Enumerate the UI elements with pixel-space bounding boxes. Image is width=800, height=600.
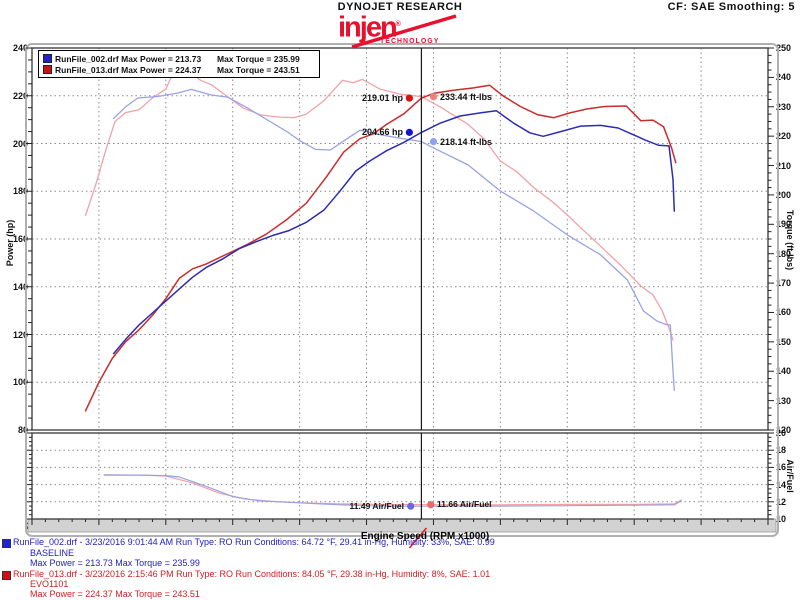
curve-torque_runfile_013 (84, 66, 674, 341)
tick-label: 220 (12, 90, 28, 101)
cursor-value-dot (405, 94, 413, 102)
tick-label: 100 (12, 377, 28, 388)
legend-row-runfile-013: RunFile_013.drf Max Power = 224.37 Max T… (43, 64, 315, 75)
tick-label: 18 (776, 445, 787, 456)
main-plot-frame (31, 47, 769, 431)
run2-details: RunFile_013.drf - 3/23/2016 2:15:46 PM R… (13, 569, 491, 579)
tick-label: 3.0 (159, 521, 173, 531)
tick-label: 220 (776, 131, 792, 142)
tick-label: 180 (12, 186, 28, 197)
cursor-value-dot (405, 128, 413, 136)
airfuel-axis-label: Air/Fuel (785, 459, 795, 493)
legend-swatch-red (43, 65, 52, 74)
tick-label: 14 (776, 479, 787, 490)
tick-label: 2.5 (92, 521, 106, 531)
correction-smoothing-setting: CF: SAE Smoothing: 5 (667, 1, 795, 13)
legend-swatch-blue (43, 54, 52, 63)
tick-label: 6.5 (627, 521, 641, 531)
tick-label: 180 (776, 248, 792, 259)
tick-label: 16 (776, 462, 787, 473)
cursor-value-dot (429, 93, 438, 101)
tick-label: 130 (776, 395, 792, 406)
curve-power_runfile_002 (112, 109, 676, 355)
tick-label: 120 (12, 329, 28, 340)
tick-label: 140 (12, 281, 28, 292)
legend-text: RunFile_013.drf Max Power = 224.37 (55, 64, 202, 75)
tick-label: 5.0 (427, 521, 440, 531)
tick-label: 20 (776, 428, 787, 438)
tick-label: 230 (776, 101, 792, 112)
run2-maxvalues: Max Power = 224.37 Max Torque = 243.51 (30, 589, 200, 599)
footer-swatch-blue (2, 539, 11, 548)
injen-logo-word: injen® (338, 11, 401, 44)
registered-mark: ® (395, 21, 401, 28)
tick-label: 12 (776, 496, 787, 507)
run1-maxvalues: Max Power = 213.73 Max Torque = 235.99 (30, 558, 200, 568)
tick-label: 190 (776, 219, 792, 230)
run2-nickname: EVO1101 (30, 579, 69, 589)
tick-label: 4.0 (293, 521, 306, 531)
brand-title: DYNOJET RESEARCH (337, 1, 463, 13)
tick-label: 160 (776, 307, 792, 318)
run1-details: RunFile_002.drf - 3/23/2016 9:01:44 AM R… (13, 537, 495, 547)
tick-label: 200 (12, 138, 28, 149)
injen-logo: injen® TECHNOLOGY (338, 12, 468, 50)
tick-label: 240 (776, 72, 792, 83)
legend-text: RunFile_002.drf Max Power = 213.73 (55, 53, 202, 64)
tick-label: 7.0 (694, 521, 708, 531)
injen-logo-subtext: TECHNOLOGY (380, 37, 440, 45)
run1-nickname: BASELINE (30, 548, 75, 558)
cursor-value-dot (429, 138, 438, 146)
annotation-power-002: 204.66 hp (361, 127, 403, 137)
tick-label: 170 (776, 278, 792, 289)
cursor-value-dot (407, 502, 415, 510)
annotation-airfuel-013: 11.66 Air/Fuel (437, 499, 492, 509)
tick-label: 250 (776, 43, 792, 53)
annotation-torque-013: 233.44 ft-lbs (440, 92, 493, 102)
tick-label: 5.5 (494, 521, 507, 531)
tick-label: 210 (776, 160, 792, 171)
tick-label: 120 (776, 425, 792, 435)
annotation-airfuel-002: 11.49 Air/Fuel (349, 501, 405, 511)
footer-swatch-red (2, 571, 11, 580)
tick-label: 7.5 (761, 521, 775, 531)
legend-text: Max Torque = 235.99 (217, 53, 300, 64)
legend-row-runfile-002: RunFile_002.drf Max Power = 213.73 Max T… (43, 53, 315, 64)
tick-label: 150 (776, 336, 792, 347)
x-axis-label: Engine Speed (RPM x1000) (360, 531, 490, 542)
tick-label: 200 (776, 189, 792, 200)
tick-label: 240 (12, 43, 28, 53)
tick-label: 4.5 (360, 521, 373, 531)
annotation-torque-002: 218.14 ft-lbs (440, 137, 493, 147)
tick-label: 10 (776, 514, 787, 524)
tick-label: 2.0 (25, 521, 39, 531)
cursor-value-dot (427, 501, 435, 509)
tick-label: 160 (12, 234, 28, 244)
legend-box: RunFile_002.drf Max Power = 213.73 Max T… (38, 50, 320, 78)
tick-label: 3.5 (226, 521, 239, 531)
tick-label: 80 (17, 425, 28, 435)
annotation-power-013: 219.01 hp (361, 93, 403, 103)
legend-text: Max Torque = 243.51 (217, 64, 300, 75)
tick-label: 6.0 (561, 521, 574, 531)
tick-label: 140 (776, 366, 792, 377)
